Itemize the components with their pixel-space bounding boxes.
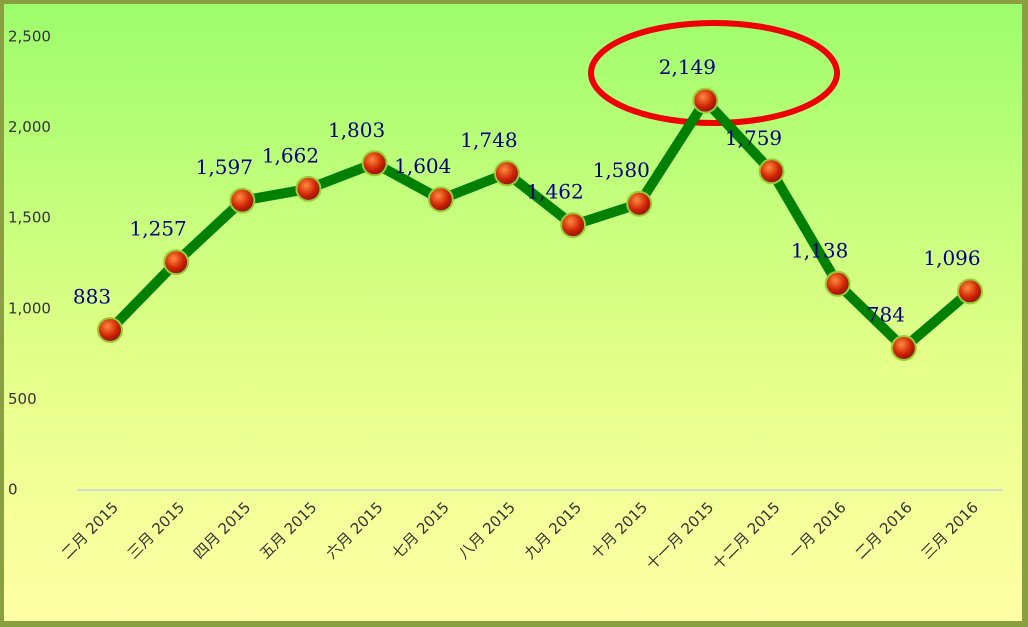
data-label: 883	[73, 285, 111, 309]
y-tick-label: 0	[8, 481, 18, 499]
data-label: 2,149	[659, 55, 716, 79]
data-label: 1,580	[593, 158, 650, 182]
marker	[427, 186, 454, 213]
plot-background	[4, 4, 1022, 621]
marker	[229, 187, 256, 214]
y-tick-label: 1,500	[8, 209, 51, 227]
marker	[890, 334, 917, 361]
data-label: 1,748	[460, 128, 517, 152]
marker	[295, 175, 322, 202]
marker	[626, 190, 653, 217]
data-label: 1,803	[328, 118, 385, 142]
data-label: 1,138	[791, 238, 848, 262]
marker	[163, 249, 190, 276]
marker	[824, 270, 851, 297]
data-label: 1,597	[196, 155, 253, 179]
data-label: 784	[867, 302, 905, 326]
data-label: 1,604	[394, 154, 451, 178]
y-tick-label: 2,000	[8, 118, 51, 136]
data-label: 1,257	[130, 217, 187, 241]
data-label: 1,662	[262, 143, 319, 167]
data-label: 1,759	[725, 126, 782, 150]
marker	[361, 150, 388, 177]
data-label: 1,462	[526, 180, 583, 204]
marker	[97, 317, 123, 344]
marker	[560, 212, 587, 239]
highlight-ellipse	[588, 20, 840, 126]
y-tick-label: 1,000	[8, 299, 51, 317]
marker	[493, 160, 520, 187]
y-tick-label: 500	[8, 390, 37, 408]
marker	[957, 278, 983, 305]
y-tick-label: 2,500	[8, 28, 51, 46]
marker	[692, 87, 719, 114]
marker	[758, 158, 785, 185]
data-label: 1,096	[923, 246, 980, 270]
